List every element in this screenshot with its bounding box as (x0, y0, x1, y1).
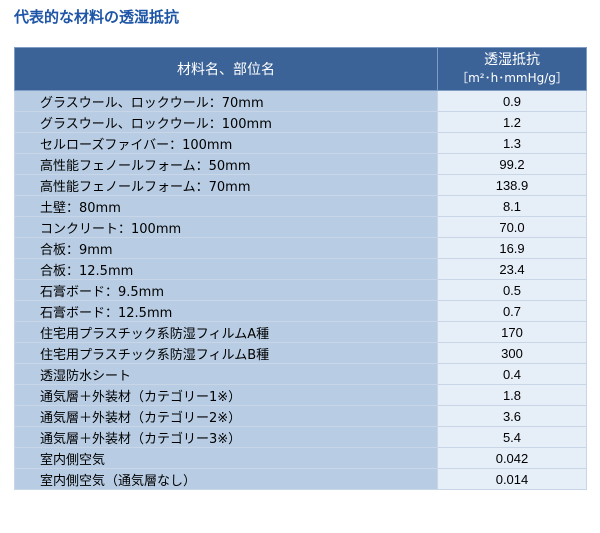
material-name-cell: 住宅用プラスチック系防湿フィルムA種 (14, 321, 438, 343)
table-row: コンクリート：100mm 70.0 (14, 216, 587, 238)
resistance-value-cell: 1.2 (437, 111, 587, 133)
resistance-value-cell: 99.2 (437, 153, 587, 175)
table-row: 通気層＋外装材（カテゴリー2※） 3.6 (14, 405, 587, 427)
header-resistance-unit: ［m²･h･mmHg/g］ (456, 71, 568, 85)
table-row: 高性能フェノールフォーム：50mm 99.2 (14, 153, 587, 175)
table-row: 石膏ボード：9.5mm 0.5 (14, 279, 587, 301)
resistance-value-cell: 3.6 (437, 405, 587, 427)
material-name-cell: 通気層＋外装材（カテゴリー1※） (14, 384, 438, 406)
material-name-cell: コンクリート：100mm (14, 216, 438, 238)
table-row: 透湿防水シート 0.4 (14, 363, 587, 385)
material-name-cell: 高性能フェノールフォーム：70mm (14, 174, 438, 196)
material-name-cell: 高性能フェノールフォーム：50mm (14, 153, 438, 175)
table-row: セルローズファイバー：100mm 1.3 (14, 132, 587, 154)
page-title: 代表的な材料の透湿抵抗 (14, 8, 180, 26)
table-row: 住宅用プラスチック系防湿フィルムA種 170 (14, 321, 587, 343)
header-material-name: 材料名、部位名 (14, 47, 438, 91)
resistance-value-cell: 0.7 (437, 300, 587, 322)
resistance-value-cell: 0.014 (437, 468, 587, 490)
table-header-row: 材料名、部位名 透湿抵抗 ［m²･h･mmHg/g］ (14, 47, 587, 91)
material-name-cell: セルローズファイバー：100mm (14, 132, 438, 154)
resistance-value-cell: 0.9 (437, 90, 587, 112)
resistance-value-cell: 300 (437, 342, 587, 364)
material-name-cell: グラスウール、ロックウール：70mm (14, 90, 438, 112)
resistance-value-cell: 1.3 (437, 132, 587, 154)
table-row: 高性能フェノールフォーム：70mm 138.9 (14, 174, 587, 196)
table-row: 通気層＋外装材（カテゴリー3※） 5.4 (14, 426, 587, 448)
material-name-cell: 住宅用プラスチック系防湿フィルムB種 (14, 342, 438, 364)
table-row: 土壁：80mm 8.1 (14, 195, 587, 217)
material-name-cell: 石膏ボード：9.5mm (14, 279, 438, 301)
resistance-value-cell: 170 (437, 321, 587, 343)
table-row: 室内側空気（通気層なし） 0.014 (14, 468, 587, 490)
table-row: 住宅用プラスチック系防湿フィルムB種 300 (14, 342, 587, 364)
table-row: 合板：9mm 16.9 (14, 237, 587, 259)
header-resistance-label: 透湿抵抗 (484, 52, 540, 68)
material-name-cell: 通気層＋外装材（カテゴリー2※） (14, 405, 438, 427)
resistance-value-cell: 8.1 (437, 195, 587, 217)
material-name-cell: グラスウール、ロックウール：100mm (14, 111, 438, 133)
resistance-value-cell: 1.8 (437, 384, 587, 406)
resistance-value-cell: 23.4 (437, 258, 587, 280)
resistance-value-cell: 5.4 (437, 426, 587, 448)
resistance-value-cell: 0.042 (437, 447, 587, 469)
resistance-value-cell: 16.9 (437, 237, 587, 259)
material-name-cell: 室内側空気（通気層なし） (14, 468, 438, 490)
resistance-value-cell: 0.4 (437, 363, 587, 385)
material-name-cell: 透湿防水シート (14, 363, 438, 385)
material-name-cell: 室内側空気 (14, 447, 438, 469)
resistance-value-cell: 138.9 (437, 174, 587, 196)
table-row: 石膏ボード：12.5mm 0.7 (14, 300, 587, 322)
material-name-cell: 合板：9mm (14, 237, 438, 259)
table-row: グラスウール、ロックウール：100mm 1.2 (14, 111, 587, 133)
resistance-value-cell: 0.5 (437, 279, 587, 301)
header-resistance: 透湿抵抗 ［m²･h･mmHg/g］ (437, 47, 587, 91)
table-row: 合板：12.5mm 23.4 (14, 258, 587, 280)
material-name-cell: 石膏ボード：12.5mm (14, 300, 438, 322)
material-name-cell: 通気層＋外装材（カテゴリー3※） (14, 426, 438, 448)
table-row: 通気層＋外装材（カテゴリー1※） 1.8 (14, 384, 587, 406)
material-name-cell: 合板：12.5mm (14, 258, 438, 280)
resistance-value-cell: 70.0 (437, 216, 587, 238)
material-name-cell: 土壁：80mm (14, 195, 438, 217)
table-row: 室内側空気 0.042 (14, 447, 587, 469)
table-row: グラスウール、ロックウール：70mm 0.9 (14, 90, 587, 112)
resistance-table: 材料名、部位名 透湿抵抗 ［m²･h･mmHg/g］ グラスウール、ロックウール… (14, 47, 587, 490)
